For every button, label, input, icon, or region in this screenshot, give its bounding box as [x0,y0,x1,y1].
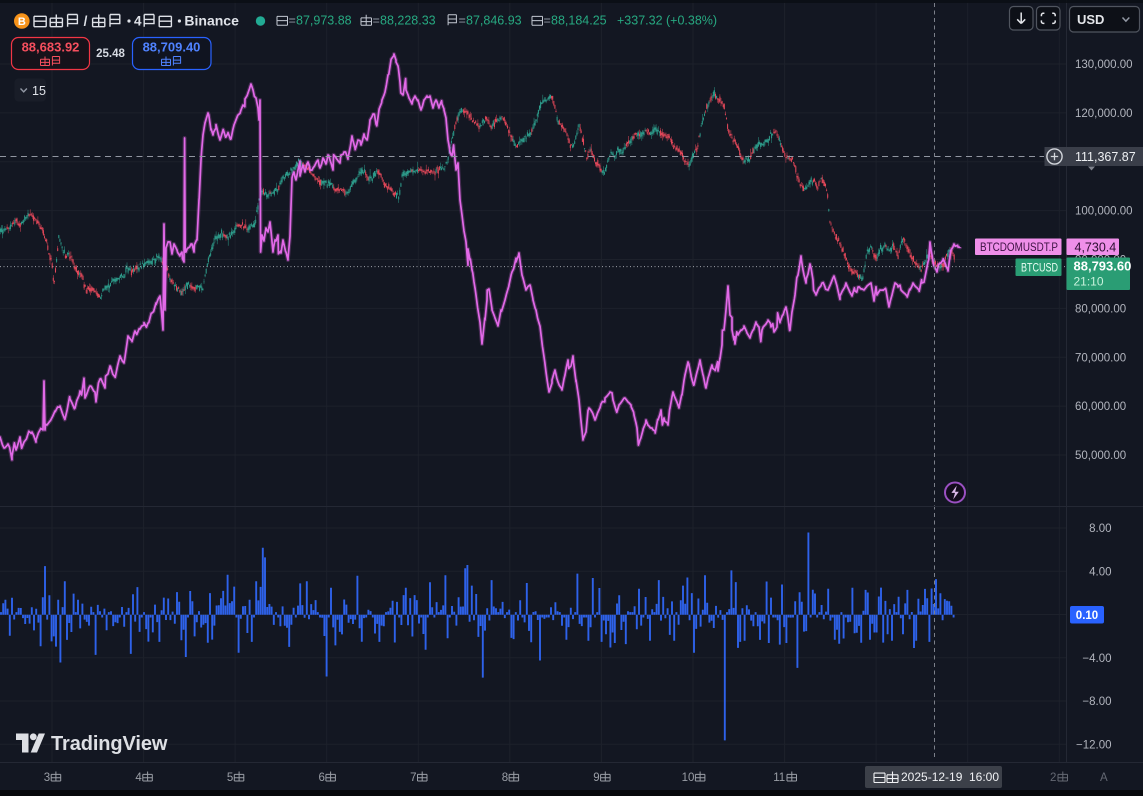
svg-text:88,709.40: 88,709.40 [143,40,201,55]
svg-text:120,000.00: 120,000.00 [1075,108,1133,120]
svg-text:2: 2 [1050,772,1056,784]
svg-text:=: = [289,14,296,28]
svg-text:111,367.87: 111,367.87 [1075,150,1136,164]
svg-text:−8.00: −8.00 [1082,696,1111,708]
svg-text:7: 7 [410,772,416,784]
svg-text:11: 11 [773,772,785,784]
svg-text:60,000.00: 60,000.00 [1075,401,1126,413]
svg-text:70,000.00: 70,000.00 [1075,352,1126,364]
svg-text:Binance: Binance [184,13,239,29]
svg-text:=: = [459,14,466,28]
svg-text:BTCUSD: BTCUSD [1021,263,1058,275]
svg-text:16:00: 16:00 [969,770,999,784]
svg-text:87,973.88: 87,973.88 [296,14,352,28]
svg-text:88,184.25: 88,184.25 [551,14,607,28]
svg-text:50,000.00: 50,000.00 [1075,450,1126,462]
svg-text:B: B [18,16,26,28]
svg-text:80,000.00: 80,000.00 [1075,303,1126,315]
svg-text:A: A [1100,772,1108,784]
svg-text:USD: USD [1077,12,1104,27]
svg-text:8: 8 [502,772,508,784]
svg-text:+337.32 (+0.38%): +337.32 (+0.38%) [617,14,717,28]
svg-text:BTCDOMUSDT.P: BTCDOMUSDT.P [980,242,1058,254]
svg-text:4,730.4: 4,730.4 [1075,240,1117,254]
svg-text:9: 9 [593,772,599,784]
svg-text:TradingView: TradingView [51,733,168,755]
svg-text:−4.00: −4.00 [1082,653,1111,665]
svg-text:4.00: 4.00 [1089,566,1111,578]
svg-text:5: 5 [227,772,233,784]
svg-text:4: 4 [135,772,142,784]
svg-text:−12.00: −12.00 [1076,739,1112,751]
svg-text:3: 3 [44,772,50,784]
svg-text:2025-12-19: 2025-12-19 [901,770,963,784]
svg-text:/: / [84,14,88,29]
svg-text:25.48: 25.48 [96,48,125,60]
svg-text:0.10: 0.10 [1076,610,1098,622]
svg-text:=: = [373,14,380,28]
svg-text:87,846.93: 87,846.93 [466,14,522,28]
svg-text:88,793.60: 88,793.60 [1074,259,1132,274]
svg-text:10: 10 [682,772,695,784]
svg-text:8.00: 8.00 [1089,523,1111,535]
svg-text:6: 6 [319,772,325,784]
svg-text:4: 4 [134,14,142,29]
svg-text:100,000.00: 100,000.00 [1075,206,1133,218]
svg-text:88,683.92: 88,683.92 [22,40,80,55]
svg-text:15: 15 [32,84,46,98]
svg-text:88,228.33: 88,228.33 [380,14,436,28]
svg-text:21:10: 21:10 [1074,275,1104,289]
svg-text:=: = [544,14,551,28]
svg-text:130,000.00: 130,000.00 [1075,59,1133,71]
